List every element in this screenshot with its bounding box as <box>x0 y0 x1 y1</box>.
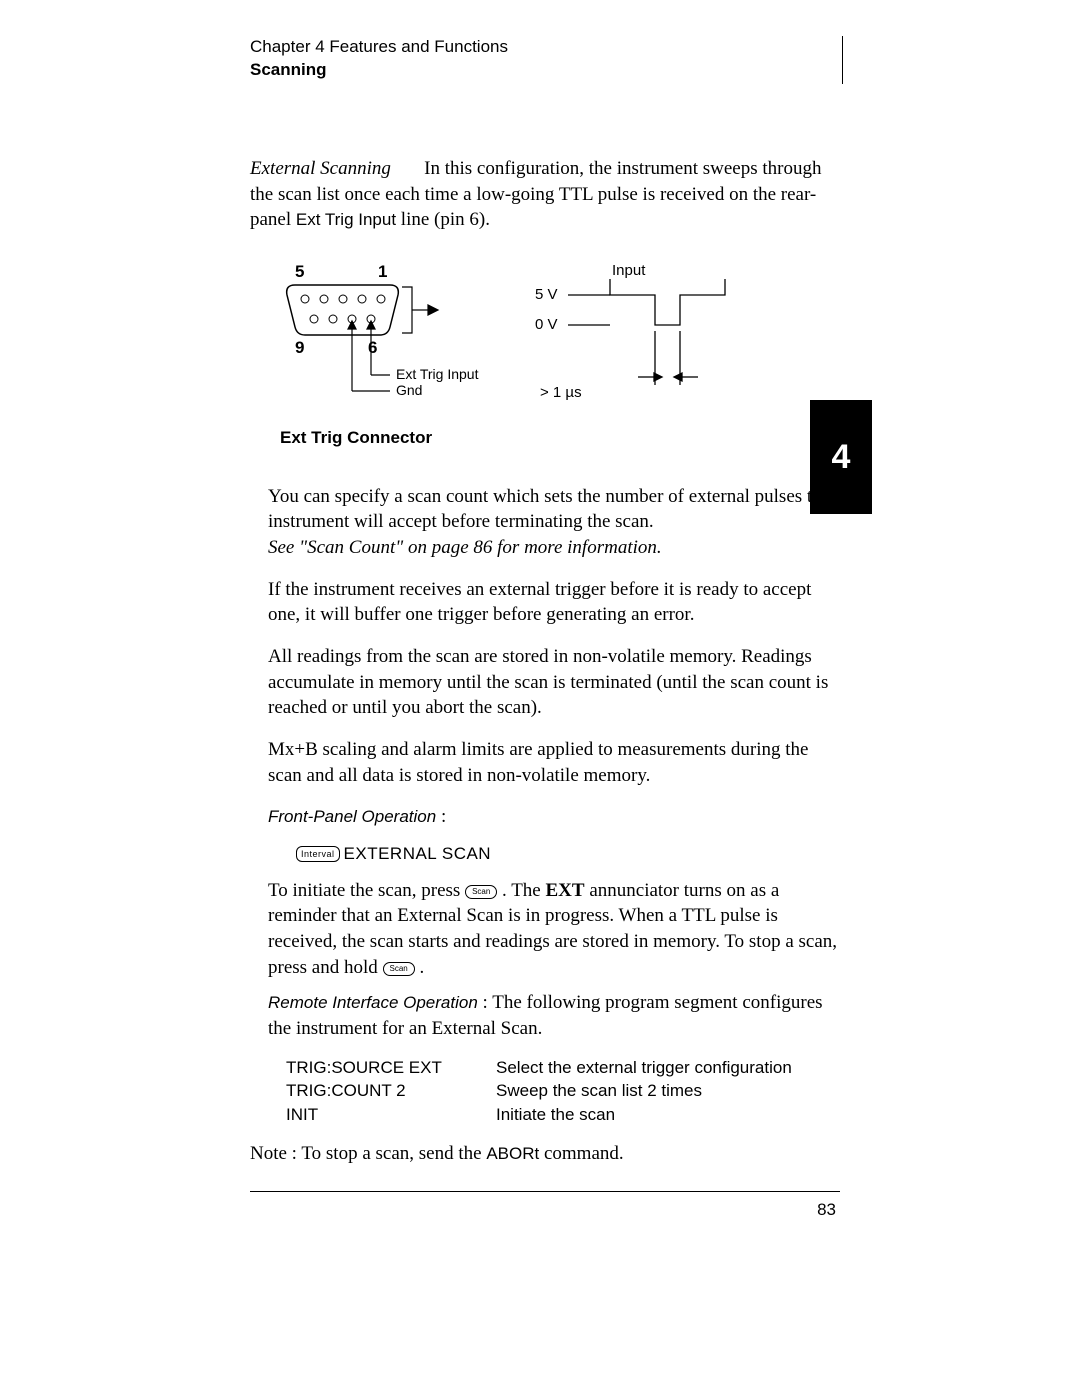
intro-ext-trig: Ext Trig Input <box>296 210 401 229</box>
ext-bold: EXT <box>546 880 585 901</box>
running-header-line1: Chapter 4 Features and Functions <box>250 36 840 59</box>
external-scan-text: EXTERNAL SCAN <box>344 844 492 864</box>
p1b: See "Scan Count" on page 86 for more inf… <box>268 537 662 558</box>
pin-1: 1 <box>378 262 387 281</box>
cmd-row: INIT Initiate the scan <box>286 1103 840 1127</box>
label-ext-trig: Ext Trig Input <box>396 366 479 382</box>
desc-0: Select the external trigger configuratio… <box>496 1056 840 1080</box>
page-number: 83 <box>250 1200 840 1220</box>
note-cmd: ABORt <box>486 1144 539 1163</box>
intro-paragraph: External Scanning In this configuration,… <box>250 156 840 233</box>
front-panel-op: Front-Panel Operation : <box>250 804 840 830</box>
running-header-section: Scanning <box>250 59 840 82</box>
content-area: Chapter 4 Features and Functions Scannin… <box>250 36 840 1220</box>
init-a: To initiate the scan, press <box>268 880 465 901</box>
p3: All readings from the scan are stored in… <box>268 644 840 721</box>
front-panel-label: Front-Panel Operation <box>268 807 436 826</box>
cmd-row: TRIG:COUNT 2 Sweep the scan list 2 times <box>286 1079 840 1103</box>
interval-key-icon: Interval <box>296 846 340 862</box>
label-input: Input <box>612 262 646 279</box>
initiate-paragraph: To initiate the scan, press Scan . The E… <box>268 878 840 981</box>
para-mxb: Mx+B scaling and alarm limits are applie… <box>250 737 840 788</box>
label-0v: 0 V <box>535 316 558 333</box>
label-5v: 5 V <box>535 286 558 303</box>
remote-op: Remote Interface Operation : The followi… <box>250 990 840 1041</box>
external-scan-line: Interval EXTERNAL SCAN <box>296 844 840 864</box>
p1a: You can specify a scan count which sets … <box>268 486 830 533</box>
header-divider <box>842 36 843 84</box>
label-gnd: Gnd <box>396 382 422 398</box>
colon1: : <box>436 806 446 827</box>
pin-6: 6 <box>368 338 377 357</box>
diagram-caption: Ext Trig Connector <box>280 428 840 448</box>
para-buffer: If the instrument receives an external t… <box>250 577 840 628</box>
remote-label: Remote Interface Operation <box>268 993 478 1012</box>
scan-key-icon-2: Scan <box>383 962 415 976</box>
footer-rule <box>250 1191 840 1192</box>
diagram: 5 1 9 6 Ext Tri <box>250 257 840 448</box>
desc-1: Sweep the scan list 2 times <box>496 1079 840 1103</box>
cmd-1: TRIG:COUNT 2 <box>286 1079 496 1103</box>
cmd-0: TRIG:SOURCE EXT <box>286 1056 496 1080</box>
init-b: . The <box>502 880 545 901</box>
note-suffix: command. <box>544 1143 624 1164</box>
pin-9: 9 <box>295 338 304 357</box>
intro-heading: External Scanning <box>250 158 391 179</box>
p2: If the instrument receives an external t… <box>268 577 840 628</box>
para-memory: All readings from the scan are stored in… <box>250 644 840 721</box>
chapter-tab: 4 <box>810 400 872 514</box>
ext-trig-diagram-svg: 5 1 9 6 Ext Tri <box>250 257 810 417</box>
note-prefix: Note : To stop a scan, send the <box>250 1143 486 1164</box>
desc-2: Initiate the scan <box>496 1103 840 1127</box>
para-scan-count: You can specify a scan count which sets … <box>250 484 840 561</box>
pin-5: 5 <box>295 262 304 281</box>
cmd-2: INIT <box>286 1103 496 1127</box>
chapter-tab-number: 4 <box>832 438 851 477</box>
p4: Mx+B scaling and alarm limits are applie… <box>268 737 840 788</box>
cmd-row: TRIG:SOURCE EXT Select the external trig… <box>286 1056 840 1080</box>
init-d: . <box>420 957 425 978</box>
intro-tail: line (pin 6). <box>401 209 490 230</box>
command-table: TRIG:SOURCE EXT Select the external trig… <box>286 1056 840 1127</box>
page: Chapter 4 Features and Functions Scannin… <box>0 0 1080 1397</box>
scan-key-icon-1: Scan <box>465 885 497 899</box>
label-pulse: > 1 µs <box>540 384 582 401</box>
note-line: Note : To stop a scan, send the ABORt co… <box>250 1143 840 1165</box>
